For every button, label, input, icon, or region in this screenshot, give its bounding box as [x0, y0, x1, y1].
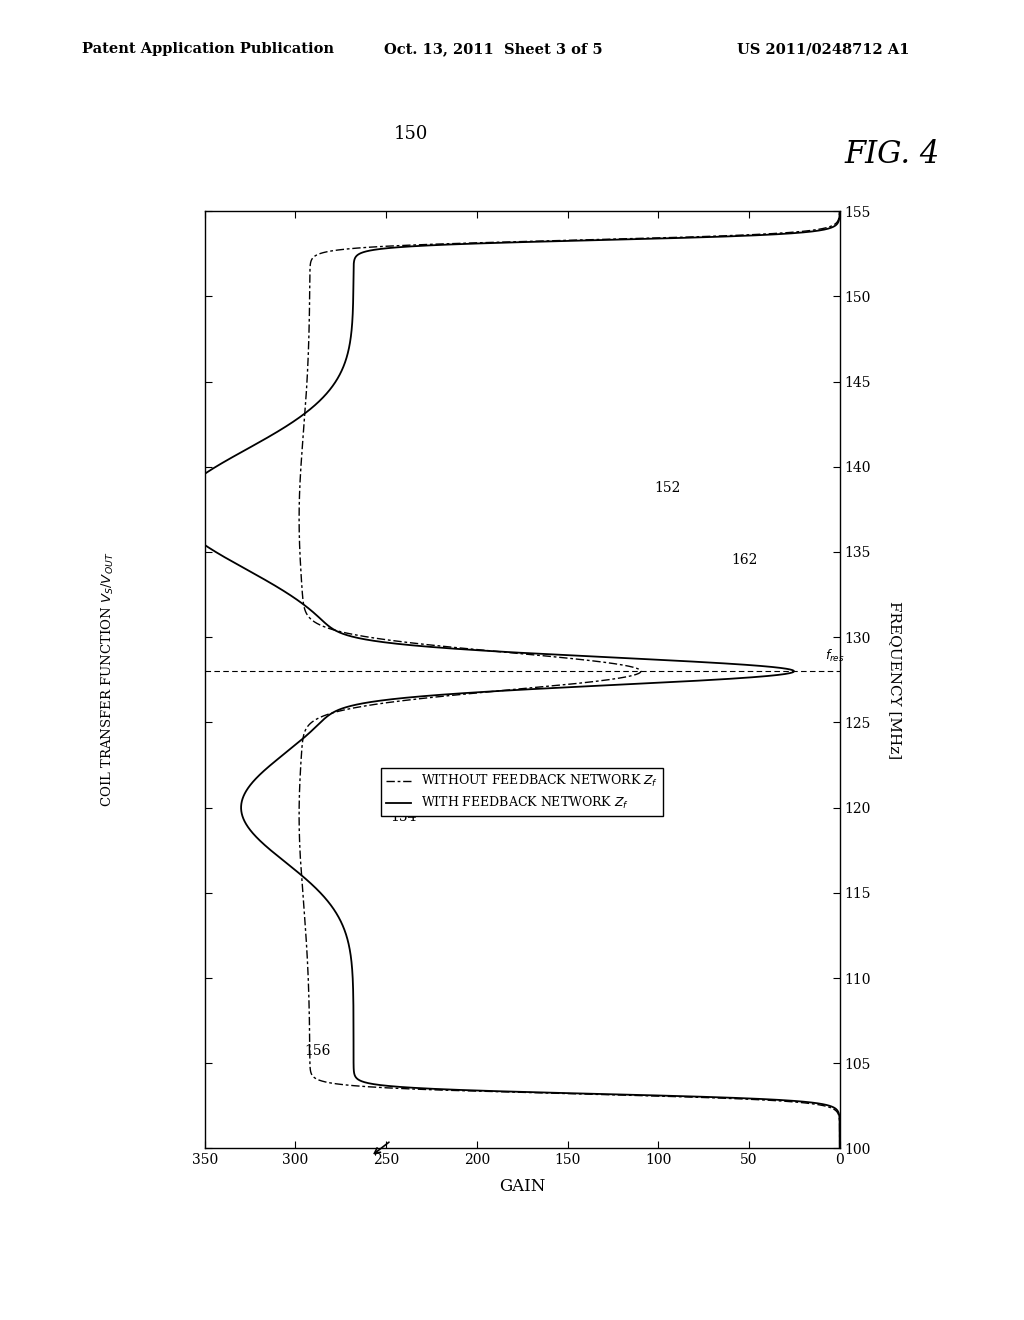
- Text: 150: 150: [394, 125, 429, 144]
- Text: FIG. 4: FIG. 4: [845, 139, 940, 169]
- Text: $f_{res}$: $f_{res}$: [825, 648, 845, 664]
- Legend: WITHOUT FEEDBACK NETWORK $Z_f$, WITH FEEDBACK NETWORK $Z_f$: WITHOUT FEEDBACK NETWORK $Z_f$, WITH FEE…: [381, 768, 664, 817]
- Text: Oct. 13, 2011  Sheet 3 of 5: Oct. 13, 2011 Sheet 3 of 5: [384, 42, 603, 57]
- Text: 156: 156: [304, 1044, 331, 1057]
- Text: US 2011/0248712 A1: US 2011/0248712 A1: [737, 42, 909, 57]
- Text: 162: 162: [731, 553, 757, 566]
- Text: 152: 152: [654, 482, 681, 495]
- Y-axis label: FREQUENCY [MHz]: FREQUENCY [MHz]: [888, 601, 902, 759]
- Text: 154: 154: [390, 810, 417, 824]
- Text: Patent Application Publication: Patent Application Publication: [82, 42, 334, 57]
- Text: COIL TRANSFER FUNCTION $V_S$/$V_{OUT}$: COIL TRANSFER FUNCTION $V_S$/$V_{OUT}$: [99, 552, 116, 808]
- X-axis label: GAIN: GAIN: [499, 1179, 546, 1196]
